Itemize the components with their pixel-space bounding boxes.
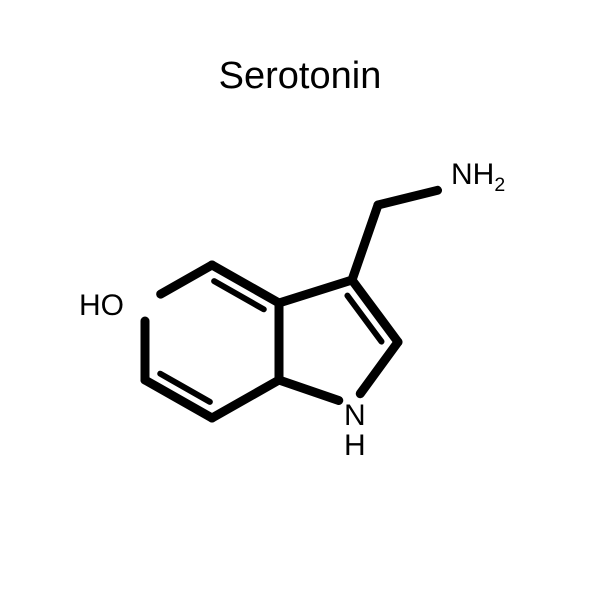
molecule-title: Serotonin [0, 55, 600, 98]
hydroxyl-label: HO [79, 289, 124, 323]
nh-hydrogen-label: H [344, 429, 366, 463]
nitrogen-ring-label: N [344, 399, 366, 433]
amine-label: NH2 [451, 158, 505, 197]
